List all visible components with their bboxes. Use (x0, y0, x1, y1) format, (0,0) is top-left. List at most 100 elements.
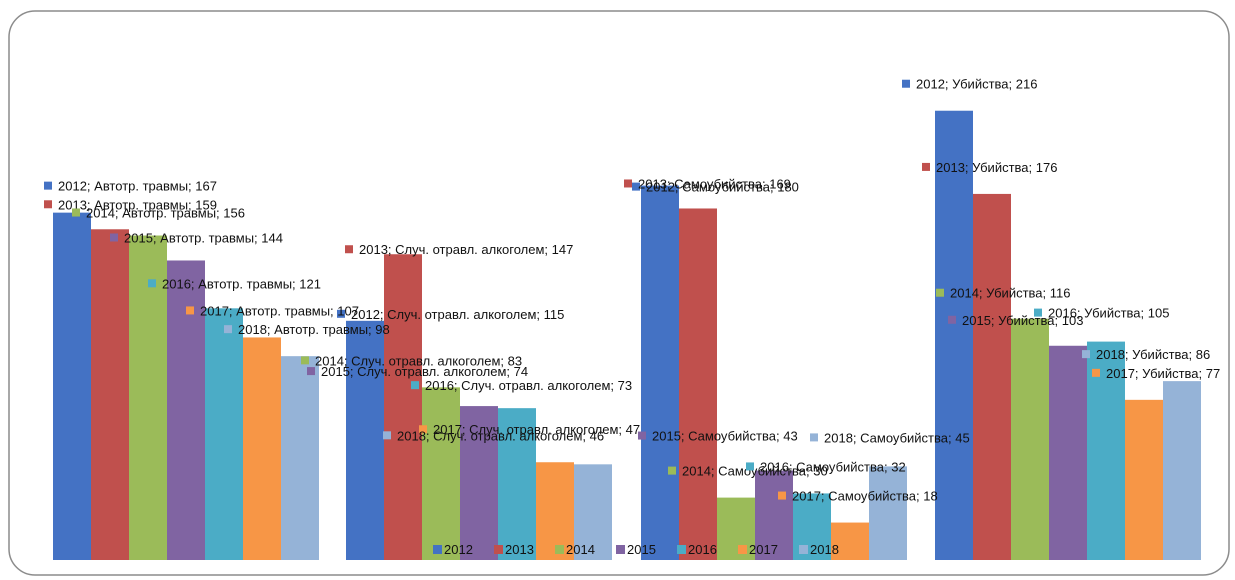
data-label: 2012; Самоубийства; 180 (646, 180, 799, 195)
data-label: 2015; Автотр. травмы; 144 (124, 230, 283, 245)
bar-2013-cat3[interactable] (679, 208, 717, 561)
data-label-marker (922, 162, 930, 171)
bar-2018-cat4[interactable] (1163, 381, 1201, 560)
data-label-marker (1082, 350, 1090, 359)
legend-label-2015: 2015 (627, 542, 656, 557)
data-label: 2017; Убийства; 77 (1106, 366, 1220, 381)
bar-2018-cat2[interactable] (574, 464, 612, 560)
bar-chart: 2012; Автотр. травмы; 167 2012; Случ. отр… (8, 10, 1230, 576)
data-label-marker (148, 279, 156, 288)
data-label: 2013; Случ. отравл. алкоголем; 147 (359, 242, 573, 257)
legend-marker-2013 (494, 545, 503, 554)
bar-2014-cat1[interactable] (129, 235, 167, 560)
bar-2012-cat3[interactable] (641, 185, 679, 560)
data-label-marker (383, 431, 391, 440)
data-label: 2014; Автотр. травмы; 156 (86, 206, 245, 221)
data-label: 2018; Автотр. травмы; 98 (238, 322, 390, 337)
bar-2013-cat1[interactable] (91, 229, 129, 560)
data-label: 2014; Самоубийства; 30 (682, 464, 828, 479)
data-label: 2013; Автотр. травмы; 159 (58, 197, 217, 212)
bar-2013-cat4[interactable] (973, 193, 1011, 561)
data-label: 2017; Самоубийства; 18 (792, 489, 938, 504)
bar-2014-cat4[interactable] (1011, 318, 1049, 560)
data-label: 2018; Убийства; 86 (1096, 347, 1210, 362)
data-label-marker (1092, 368, 1100, 377)
legend-label-2017: 2017 (749, 542, 778, 557)
data-label-marker (186, 306, 194, 315)
data-label-marker (224, 325, 232, 334)
legend-label-2013: 2013 (505, 542, 534, 557)
data-label-marker (1034, 308, 1042, 317)
data-label: 2014; Убийства; 116 (950, 286, 1070, 301)
data-label: 2012; Автотр. травмы; 167 (58, 179, 217, 194)
bar-2017-cat1[interactable] (243, 337, 281, 560)
bar-2015-cat3[interactable] (755, 470, 793, 560)
bars-layer (53, 110, 1201, 561)
bar-2013-cat2[interactable] (384, 254, 422, 561)
legend-marker-2016 (677, 545, 686, 554)
legend: 2012 2013 2014 2015 2016 2017 2018 (433, 542, 839, 557)
data-label-marker (638, 431, 646, 440)
bar-2017-cat2[interactable] (536, 462, 574, 560)
bar-2018-cat1[interactable] (281, 356, 319, 560)
data-labels-layer: 2012; Автотр. травмы; 167 2012; Случ. отр… (44, 77, 1220, 504)
bar-2012-cat4[interactable] (935, 110, 973, 560)
legend-label-2012: 2012 (444, 542, 473, 557)
data-label-marker (778, 491, 786, 500)
data-label: 2017; Случ. отравл. алкоголем; 47 (433, 422, 640, 437)
data-label: 2018; Самоубийства; 45 (824, 430, 970, 445)
data-label: 2016; Самоубийства; 32 (760, 459, 906, 474)
data-label-marker (668, 466, 676, 475)
data-label: 2016; Убийства; 105 (1048, 306, 1169, 321)
data-label: 2016; Случ. отравл. алкоголем; 73 (425, 378, 632, 393)
data-label: 2016; Автотр. травмы; 121 (162, 276, 321, 291)
data-label: 2014; Случ. отравл. алкоголем; 83 (315, 353, 522, 368)
legend-label-2016: 2016 (688, 542, 717, 557)
data-label-marker (411, 381, 419, 390)
bar-2017-cat4[interactable] (1125, 399, 1163, 560)
data-label-marker (624, 179, 632, 188)
bar-2016-cat4[interactable] (1087, 341, 1125, 560)
legend-marker-2012 (433, 545, 442, 554)
bar-2017-cat3[interactable] (831, 522, 869, 560)
data-label: 2013; Убийства; 176 (936, 160, 1057, 175)
data-label: 2015; Убийства; 103 (962, 313, 1083, 328)
data-label: 2013; Самоубийства; 169 (638, 176, 791, 191)
legend-marker-2015 (616, 545, 625, 554)
data-label: 2012; Случ. отравл. алкоголем; 115 (351, 307, 564, 322)
data-label-marker (72, 208, 80, 217)
data-label-marker (44, 181, 52, 190)
data-label-marker (810, 433, 818, 442)
bar-2018-cat3[interactable] (869, 466, 907, 560)
data-label-marker (948, 315, 956, 324)
data-label-marker (746, 462, 754, 471)
data-label-marker (936, 288, 944, 297)
data-label: 2015; Случ. отравл. алкоголем; 74 (321, 364, 528, 379)
legend-marker-2018 (799, 545, 808, 554)
bar-2014-cat2[interactable] (422, 387, 460, 560)
bar-2016-cat2[interactable] (498, 408, 536, 560)
bar-2016-cat1[interactable] (205, 308, 243, 560)
legend-marker-2017 (738, 545, 747, 554)
bar-2014-cat3[interactable] (717, 497, 755, 560)
chart-frame: 2012; Автотр. травмы; 167 2012; Случ. отр… (8, 10, 1230, 576)
data-label-marker (419, 425, 427, 434)
legend-marker-2014 (555, 545, 564, 554)
data-label-marker (337, 309, 345, 318)
data-label-marker (632, 182, 640, 191)
data-label: 2015; Самоубийства; 43 (652, 429, 798, 444)
data-label-marker (345, 245, 353, 254)
bar-2012-cat1[interactable] (53, 212, 91, 560)
bar-2015-cat4[interactable] (1049, 345, 1087, 560)
legend-label-2014: 2014 (566, 542, 595, 557)
data-label-marker (44, 200, 52, 209)
data-label: 2012; Убийства; 216 (916, 77, 1037, 92)
data-label: 2017; Автотр. травмы; 107 (200, 303, 359, 318)
data-label: 2018; Случ. отравл. алкоголем; 46 (397, 428, 604, 443)
data-label-marker (307, 367, 315, 376)
data-label-marker (110, 233, 118, 242)
legend-label-2018: 2018 (810, 542, 839, 557)
bar-2012-cat2[interactable] (346, 320, 384, 560)
data-label-marker (902, 79, 910, 88)
bar-2015-cat2[interactable] (460, 406, 498, 560)
